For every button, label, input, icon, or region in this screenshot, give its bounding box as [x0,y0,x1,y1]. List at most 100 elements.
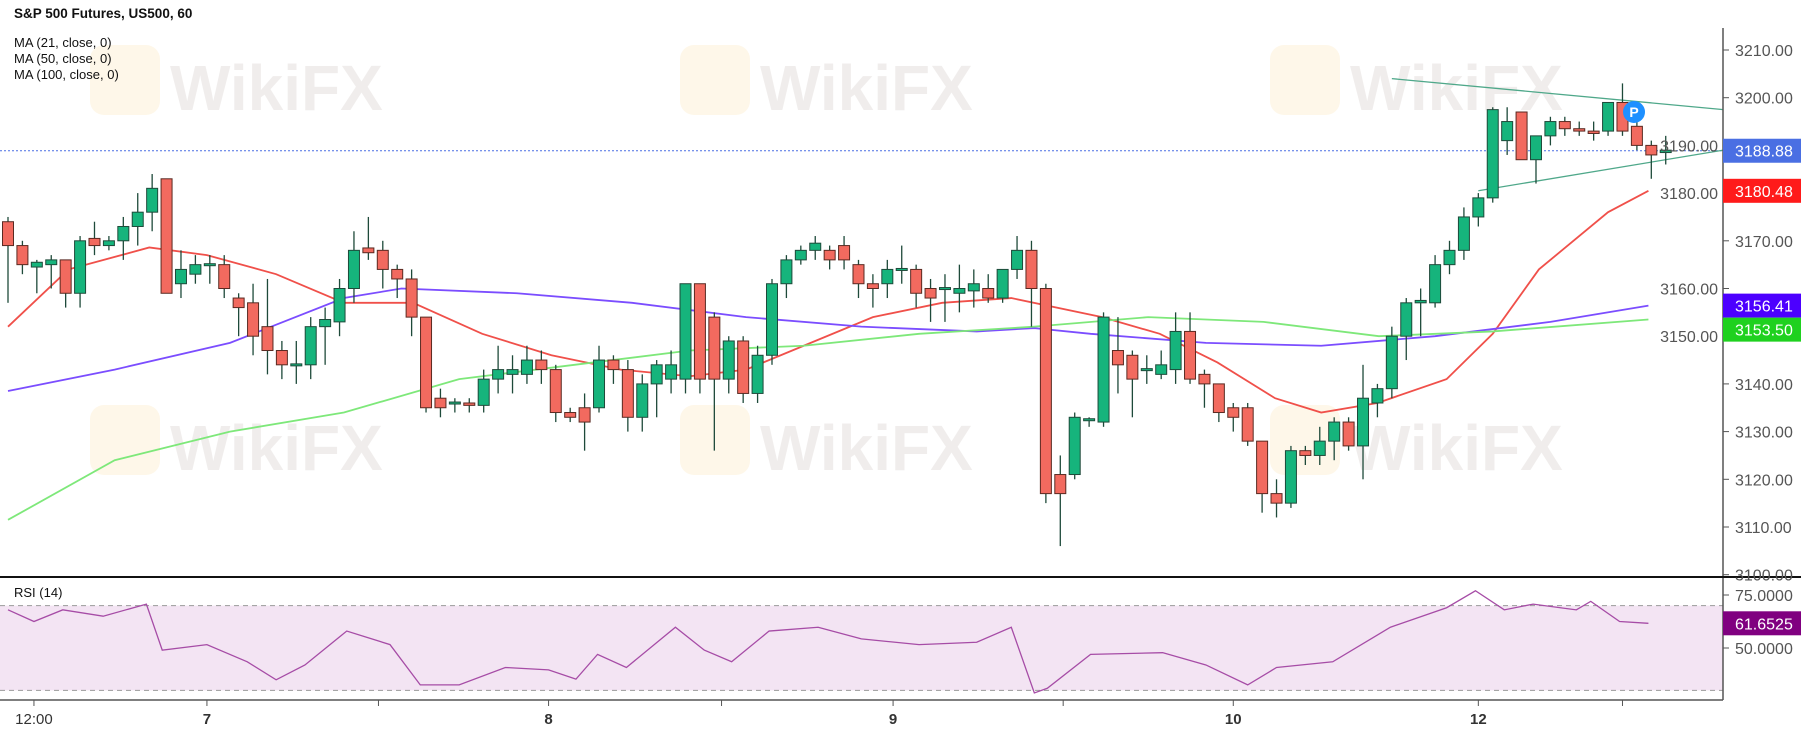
candle [866,274,879,308]
candle-body-up [1155,364,1168,375]
ma50-line [7,287,1649,392]
candle [1645,140,1658,179]
candle-body-down [1212,383,1225,414]
candle-body-up [30,261,43,268]
candle-body-up [1659,149,1672,154]
candle [650,360,663,418]
candle [1184,312,1197,384]
watermark-logo-icon [1270,45,1340,115]
candle [275,340,288,380]
candle [45,255,58,289]
candle-body-down [1039,288,1052,495]
candle [448,398,461,413]
candle-body-up [492,369,505,380]
price-tick-label: 3210.00 [1735,43,1793,60]
candle [1270,479,1283,518]
watermark-text: WikiFX [760,412,973,484]
candle [30,259,43,294]
candle [160,178,173,294]
candle-body-up [319,319,332,328]
candle-body-up [74,240,87,294]
candle-body-down [1587,130,1600,134]
candle-body-up [1328,421,1341,442]
time-tick-label: 9 [889,711,897,728]
price-label-text: 3156.41 [1735,299,1793,316]
candle [88,221,101,256]
candle [1083,417,1096,427]
candle [1169,312,1182,384]
candle [636,374,649,432]
candle [708,312,721,451]
candle [1025,240,1038,327]
time-tick-label: 12:00 [15,711,53,728]
watermark-logo-icon [90,45,160,115]
candle-body-up [1602,101,1615,132]
price-pane: P [0,77,1724,547]
price-tick-label: 3170.00 [1735,234,1793,251]
legend-ma21[interactable]: MA (21, close, 0) [14,35,112,50]
candle [1457,207,1470,260]
candle-body-down [737,340,750,394]
candle-body-down [708,316,721,380]
candle [593,345,606,413]
price-label-badge [1723,317,1801,342]
candle [1501,107,1514,155]
price-label-text: 3188.88 [1735,144,1793,161]
candle-body-up [506,369,519,375]
legend-ma100[interactable]: MA (100, close, 0) [14,67,119,82]
candle [189,255,202,284]
candle [1068,412,1081,480]
candle [434,388,447,418]
rsi-pane [0,589,1723,694]
candle-body-up [448,401,461,405]
candle-body-down [838,245,851,261]
candle [982,274,995,303]
candle [131,193,144,246]
candle-body-down [564,412,577,418]
candle [1342,417,1355,451]
time-tick-label: 12 [1470,711,1487,728]
candle-body-up [1429,264,1442,304]
candle [679,283,692,394]
candle [751,345,764,403]
candle-body-up [1083,418,1096,422]
lower-trendline [1478,149,1724,192]
price-tick-label: 3140.00 [1735,377,1793,394]
legend-ma50[interactable]: MA (50, close, 0) [14,51,112,66]
candle-body-up [1313,440,1326,456]
candle [967,269,980,308]
candle [722,336,735,394]
candle [1544,116,1557,146]
candle [1414,288,1427,337]
candle [1385,326,1398,399]
watermark-text: WikiFX [760,52,973,124]
candle [1241,402,1254,446]
rsi-tick-label: 75.0000 [1735,588,1793,605]
price-label-badge [1723,138,1801,163]
candle-body-down [910,268,923,294]
price-tick-label: 3200.00 [1735,91,1793,108]
candle-body-up [593,359,606,409]
candle [1313,426,1326,465]
candle-body-down [924,288,937,299]
candle-body-down [160,178,173,294]
candle-body-up [1501,121,1514,142]
candle [1299,445,1312,465]
candle [333,278,346,337]
rsi-legend[interactable]: RSI (14) [14,585,63,600]
candle [74,236,87,308]
axes: 3210.00 3200.00 3190.00 3180.00 3170.00 3160.… [0,28,1801,728]
candle-body-up [203,263,216,267]
upper-trendline [1391,77,1724,111]
candle-body-up [1414,299,1427,304]
candle-body-down [376,249,389,270]
rsi-band [0,605,1723,691]
candle-body-down [852,264,865,285]
pivot-marker-label: P [1629,104,1638,120]
candle [492,345,505,394]
watermark-text: WikiFX [170,412,383,484]
candle [1126,350,1139,418]
price-tick-label: 3180.00 [1660,186,1718,203]
candle-body-down [1256,440,1269,495]
